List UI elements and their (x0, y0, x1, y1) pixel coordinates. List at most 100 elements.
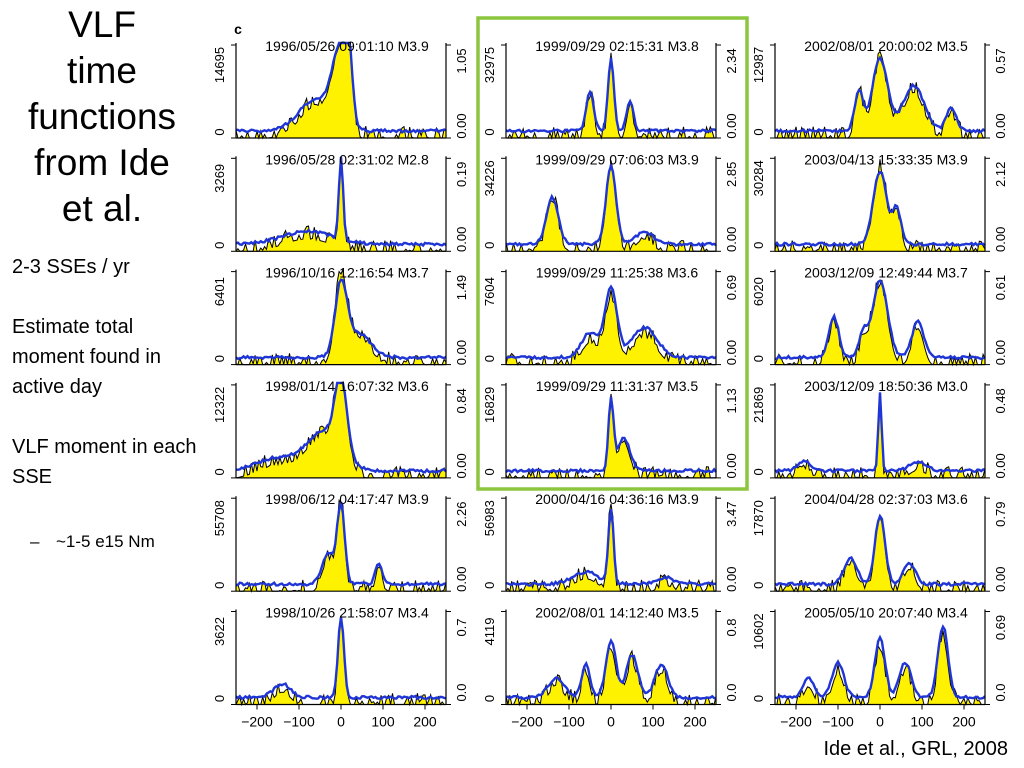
panel: 1999/09/29 11:25:38 M3.6 7604 0 0.69 0.00 (482, 265, 739, 367)
left-max-label: 30284 (751, 160, 766, 196)
left-zero-label: 0 (212, 242, 227, 249)
x-tick-label: −100 (283, 714, 315, 730)
panel-label: 1998/10/26 21:58:07 M3.4 (265, 605, 429, 621)
x-tick-label: −200 (511, 714, 543, 730)
right-max-label: 0.57 (993, 48, 1008, 73)
vlf-moment-line (505, 160, 716, 253)
x-tick-label: 200 (952, 714, 976, 730)
left-max-label: 16829 (482, 387, 497, 423)
left-zero-label: 0 (482, 468, 497, 475)
x-tick-label: −200 (241, 714, 273, 730)
right-min-label: 0.00 (454, 453, 469, 478)
panel: 1998/10/26 21:58:07 M3.4 3622 0 0.7 0.0 −200−… (212, 605, 469, 730)
left-max-label: 6020 (751, 277, 766, 306)
right-min-label: 0.00 (454, 567, 469, 592)
right-max-label: 1.13 (724, 388, 739, 413)
x-tick-label: 200 (683, 714, 707, 730)
vlf-blue-line (774, 513, 986, 588)
right-max-label: 0.19 (454, 162, 469, 187)
right-max-label: 1.49 (454, 275, 469, 300)
panel-label: 1996/05/26 09:01:10 M3.9 (265, 38, 429, 54)
vlf-moment-line (505, 503, 716, 593)
vlf-area (506, 52, 716, 138)
left-max-label: 4119 (482, 618, 497, 646)
bullet-total-moment: Estimate total moment found in active da… (12, 316, 161, 398)
x-tick-label: −100 (822, 714, 854, 730)
vlf-blue-line (236, 381, 447, 474)
panel-label: 1996/05/28 02:31:02 M2.8 (265, 151, 429, 167)
right-min-label: 0.00 (454, 113, 469, 138)
left-zero-label: 0 (212, 128, 227, 135)
sub-bullet-marker: – (30, 532, 40, 551)
panel: 1996/05/26 09:01:10 M3.9 14695 0 1.05 0.00 (212, 38, 469, 140)
panel: 1998/06/12 04:17:47 M3.9 55708 0 2.26 0.00 (212, 491, 469, 593)
right-min-label: 0.00 (454, 340, 469, 365)
right-min-label: 0.00 (724, 227, 739, 252)
panel-label: 1999/09/29 02:15:31 M3.8 (535, 38, 699, 54)
vlf-blue-line (505, 284, 717, 361)
x-tick-label: −100 (553, 714, 585, 730)
sub-bullet: – ~1-5 e15 Nm (30, 530, 155, 554)
panel-label: 2003/12/09 12:49:44 M3.7 (804, 265, 968, 281)
right-max-label: 2.26 (454, 502, 469, 527)
bullet-vlf-moment: VLF moment in each SSE (12, 436, 197, 488)
vlf-area (775, 517, 985, 592)
panel-label: 2003/04/13 15:33:35 M3.9 (804, 151, 968, 167)
right-min-label: 0.00 (724, 340, 739, 365)
vlf-area (506, 503, 716, 592)
vlf-area (775, 630, 985, 705)
right-max-label: 0.8 (724, 618, 739, 636)
vlf-blue-line (235, 501, 447, 587)
panel: 2005/05/10 20:07:40 M3.4 10602 0 0.69 0.0 −20… (751, 605, 1008, 730)
vlf-blue-line (235, 156, 447, 248)
vlf-blue-line (774, 55, 986, 134)
left-max-label: 12987 (751, 47, 766, 83)
vlf-area (506, 289, 716, 365)
vlf-area (775, 51, 985, 138)
vlf-blue-line (774, 624, 986, 700)
right-max-label: 1.05 (454, 48, 469, 73)
panel-label: 1999/09/29 11:31:37 M3.5 (536, 378, 699, 394)
x-tick-label: 200 (413, 714, 437, 730)
panel-label: 2000/04/16 04:36:16 M3.9 (535, 491, 699, 507)
left-max-label: 10602 (751, 613, 766, 649)
left-zero-label: 0 (482, 242, 497, 249)
panel: 1999/09/29 02:15:31 M3.8 32975 0 2.34 0.00 (482, 38, 739, 140)
vlf-moment-line (775, 630, 985, 707)
x-tick-label: 0 (337, 714, 345, 730)
right-max-label: 2.85 (724, 162, 739, 187)
bullet-sse-rate: 2-3 SSEs / yr (12, 256, 130, 278)
panel: 2003/12/09 18:50:36 M3.0 21869 0 0.48 0.00 (751, 378, 1008, 480)
vlf-moment-line (235, 615, 446, 707)
x-tick-label: 100 (910, 714, 934, 730)
right-max-label: 0.69 (993, 615, 1008, 640)
vlf-blue-line (506, 162, 717, 248)
vlf-blue-line (774, 279, 986, 361)
panel: 2000/04/16 04:36:16 M3.9 56983 0 3.47 0.00 (482, 491, 739, 593)
right-max-label: 0.48 (993, 388, 1008, 413)
vlf-area (506, 160, 716, 252)
vlf-blue-line (505, 396, 717, 475)
panel: 1999/09/29 11:31:37 M3.5 16829 0 1.13 0.00 (482, 378, 739, 480)
right-max-label: 2.12 (993, 162, 1008, 187)
left-zero-label: 0 (482, 582, 497, 589)
x-tick-label: 100 (641, 714, 665, 730)
panel: 2004/04/28 02:37:03 M3.6 17870 0 0.79 0.00 (751, 491, 1008, 594)
vlf-area (236, 382, 446, 478)
vlf-area (506, 393, 716, 478)
right-max-label: 0.61 (993, 275, 1008, 300)
left-max-label: 17870 (751, 500, 766, 536)
left-zero-label: 0 (482, 128, 497, 135)
left-max-label: 14695 (212, 47, 227, 83)
x-tick-label: 0 (876, 714, 884, 730)
x-tick-label: 0 (607, 714, 615, 730)
left-zero-label: 0 (751, 468, 766, 475)
sub-bullet-text: ~1-5 e15 Nm (56, 532, 155, 551)
left-zero-label: 0 (751, 128, 766, 135)
panel: 1996/05/28 02:31:02 M2.8 3269 0 0.19 0.00 (212, 151, 469, 254)
panel-label: 2002/08/01 14:12:40 M3.5 (535, 605, 699, 621)
right-max-label: 0.69 (724, 275, 739, 300)
panel-label: 2002/08/01 20:00:02 M3.5 (804, 38, 968, 54)
right-min-label: 0.0 (454, 683, 469, 701)
